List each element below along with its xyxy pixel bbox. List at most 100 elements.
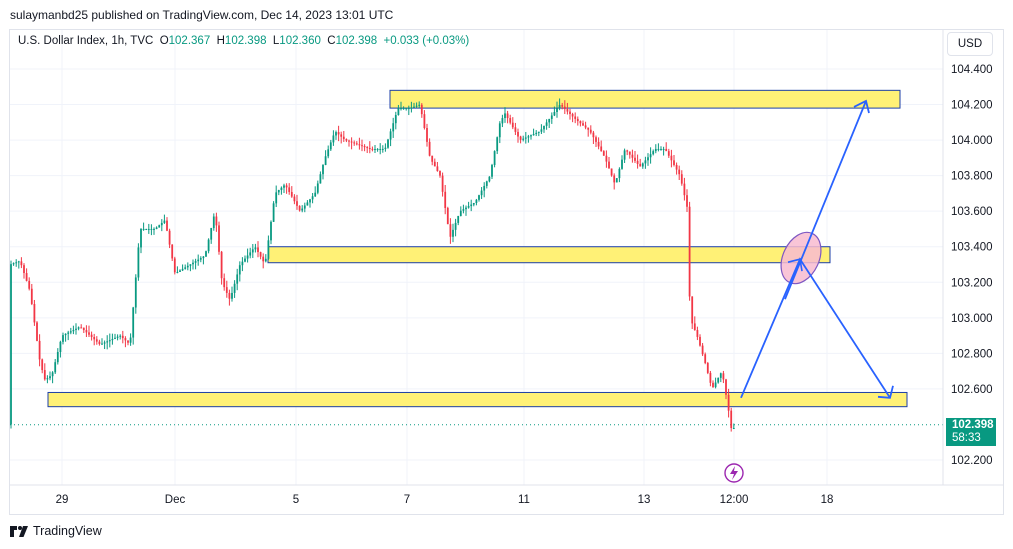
candle-body: [119, 335, 122, 337]
candle-body: [173, 258, 176, 273]
currency-button[interactable]: USD: [947, 32, 993, 56]
low-value: 102.360: [279, 35, 321, 47]
candle-body: [709, 372, 712, 383]
candle-body: [579, 121, 582, 124]
candle-body: [368, 147, 371, 149]
candle-body: [10, 264, 12, 425]
candle-body: [543, 125, 545, 130]
candle-body: [376, 148, 379, 150]
candle-body: [696, 330, 699, 337]
candle-body: [374, 148, 376, 150]
candle-body: [215, 216, 218, 226]
candle-body: [402, 108, 405, 110]
candle-body: [675, 164, 678, 170]
candle-body: [220, 251, 223, 279]
high-label: H: [216, 35, 225, 47]
candle-body: [147, 228, 150, 230]
y-tick-label: 104.000: [951, 135, 993, 147]
candle-body: [436, 166, 439, 172]
candle-body: [355, 143, 358, 145]
candle-body: [116, 336, 119, 338]
candle-body: [296, 201, 298, 206]
candle-body: [571, 114, 574, 117]
candle-body: [184, 267, 187, 269]
candle-body: [77, 327, 80, 329]
candle-body: [218, 225, 220, 252]
candle-body: [306, 202, 309, 206]
candle-body: [194, 261, 197, 263]
candle-body: [384, 147, 387, 149]
candle-body: [686, 195, 688, 207]
candle-body: [272, 203, 275, 222]
candle-body: [615, 178, 618, 183]
candle-body: [410, 107, 413, 109]
candle-body: [727, 394, 730, 411]
candle-body: [446, 207, 449, 225]
candle-body: [522, 138, 525, 140]
candle-body: [444, 191, 447, 208]
x-tick-label: 29: [56, 494, 69, 506]
candle-body: [361, 145, 363, 147]
candle-body: [223, 278, 226, 288]
candle-body: [137, 247, 140, 278]
candle-body: [431, 155, 434, 162]
candle-body: [566, 109, 569, 112]
candle-body: [493, 151, 496, 165]
candle-body: [236, 274, 239, 284]
candle-body: [75, 328, 77, 330]
candle-body: [314, 192, 317, 197]
candle-body: [439, 171, 441, 176]
high-value: 102.398: [224, 35, 267, 47]
candle-body: [608, 161, 610, 169]
candle-body: [20, 261, 23, 266]
candle-body: [129, 337, 132, 343]
y-tick-label: 102.600: [951, 384, 993, 396]
x-tick-label: Dec: [165, 494, 186, 506]
candle-body: [670, 155, 673, 161]
candle-body: [639, 163, 642, 167]
candle-body: [231, 292, 233, 299]
footer-brand[interactable]: TradingView: [10, 524, 102, 538]
candle-body: [155, 227, 158, 229]
candle-body: [327, 149, 330, 157]
candle-body: [101, 343, 103, 345]
candle-body: [428, 141, 431, 156]
y-tick-label: 104.400: [951, 64, 993, 76]
candle-body: [397, 108, 400, 116]
arrowhead-down: [877, 385, 894, 399]
candle-body: [478, 195, 480, 200]
candle-body: [636, 160, 639, 164]
arrowhead-mid: [787, 258, 803, 272]
candle-body: [641, 163, 644, 167]
candle-body: [114, 337, 116, 339]
candle-body: [46, 378, 49, 380]
candle-body: [491, 164, 493, 177]
candle-body: [348, 140, 350, 142]
y-tick-label: 103.600: [951, 206, 993, 218]
candle-body: [124, 338, 127, 341]
candle-body: [166, 220, 168, 231]
candle-body: [597, 141, 600, 147]
candle-body: [626, 150, 629, 152]
candle-body: [600, 146, 603, 152]
candle-body: [545, 122, 548, 126]
candle-body: [179, 270, 181, 272]
candle-body: [233, 283, 236, 293]
candle-body: [186, 265, 189, 268]
x-tick-label: 13: [638, 494, 651, 506]
candle-body: [319, 174, 322, 184]
x-tick-label: 12:00: [720, 494, 749, 506]
candle-body: [454, 222, 457, 230]
candle-body: [589, 129, 592, 133]
chart-frame[interactable]: [9, 29, 1004, 515]
candle-body: [88, 332, 90, 335]
candle-body: [574, 116, 577, 119]
candle-body: [371, 148, 374, 150]
candle-body: [535, 132, 538, 135]
candle-body: [621, 159, 623, 169]
candle-body: [602, 151, 605, 156]
candle-body: [212, 216, 215, 229]
candle-body: [38, 340, 41, 360]
candle-body: [413, 106, 415, 108]
